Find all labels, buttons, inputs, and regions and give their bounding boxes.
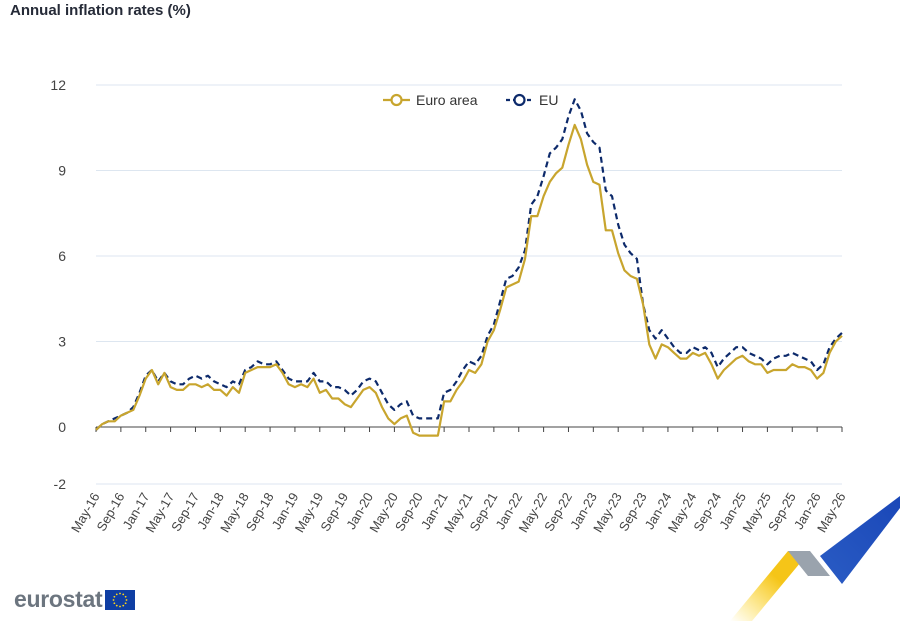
flag-star bbox=[113, 601, 116, 604]
series-line-eu bbox=[95, 98, 843, 431]
y-tick-label: 9 bbox=[58, 163, 66, 179]
eurostat-logo: eurostat bbox=[14, 586, 136, 613]
legend-marker bbox=[390, 93, 403, 107]
legend-label: EU bbox=[539, 92, 558, 108]
y-tick-label: 0 bbox=[58, 419, 66, 435]
y-tick-label: 12 bbox=[50, 77, 66, 93]
y-tick-label: 6 bbox=[58, 248, 66, 264]
flag-star bbox=[116, 592, 118, 595]
legend-item-eu[interactable]: EU bbox=[506, 92, 558, 108]
y-tick-label: -2 bbox=[54, 476, 67, 492]
flag-star bbox=[119, 592, 122, 594]
flag-star bbox=[122, 604, 125, 607]
series-line-euro-area bbox=[95, 123, 843, 437]
flag-star bbox=[116, 604, 118, 607]
series-lines bbox=[95, 98, 843, 437]
flag-star bbox=[125, 601, 127, 604]
eu-flag-icon bbox=[105, 589, 136, 610]
legend-marker bbox=[513, 93, 526, 107]
flag-star bbox=[119, 605, 122, 607]
flag-star bbox=[112, 598, 115, 601]
flag-star bbox=[125, 598, 128, 601]
logo-text: eurostat bbox=[14, 586, 103, 612]
y-tick-label: 3 bbox=[58, 334, 66, 350]
decorative-ribbon-icon bbox=[730, 496, 900, 621]
flag-star bbox=[122, 592, 125, 595]
flag-star bbox=[113, 595, 116, 598]
legend-item-euro-area[interactable]: Euro area bbox=[383, 92, 478, 108]
y-axis-ticks: -2 0 3 6 9 12 bbox=[50, 77, 66, 492]
legend: Euro area EU bbox=[383, 92, 558, 108]
flag-star bbox=[125, 595, 127, 598]
chart-title: Annual inflation rates (%) bbox=[10, 2, 191, 19]
legend-label: Euro area bbox=[416, 92, 478, 108]
gridlines bbox=[96, 84, 842, 485]
